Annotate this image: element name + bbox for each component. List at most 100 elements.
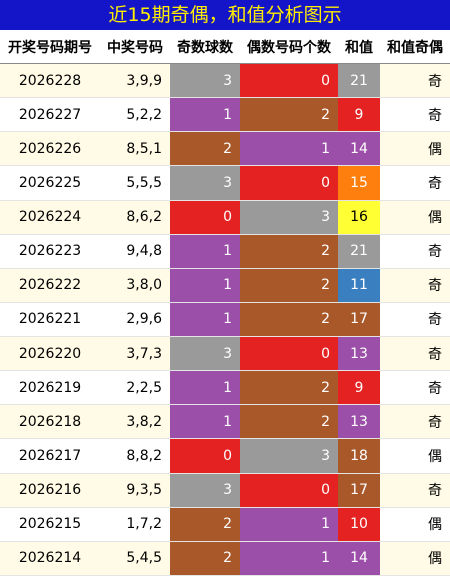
table-cell: 2026223 [18, 243, 82, 260]
table-cell: 1 [170, 234, 240, 268]
table-cell: 1 [170, 371, 240, 405]
table-cell: 2 [240, 302, 338, 336]
table-cell: 3,7,3 [126, 345, 162, 362]
table-cell: 2 [240, 405, 338, 439]
table-cell: 2026220 [18, 345, 82, 362]
table-cell: 奇 [428, 414, 442, 431]
table-cell: 3 [170, 473, 240, 507]
header-cell: 偶数号码个数 [247, 39, 331, 56]
table-cell: 18 [338, 439, 380, 473]
table-cell: 2 [170, 507, 240, 541]
table-cell: 17 [338, 473, 380, 507]
table-cell: 奇 [428, 483, 442, 500]
table-row: 2026214 5,4,5 2 1 14 偶 [0, 541, 450, 576]
table-cell: 0 [170, 200, 240, 234]
table-cell: 13 [338, 337, 380, 371]
table-cell: 3 [240, 439, 338, 473]
table-row: 2026223 9,4,8 1 2 21 奇 [0, 234, 450, 269]
table-cell: 2026216 [18, 482, 82, 499]
table-cell: 奇 [428, 175, 442, 192]
table-cell: 5,2,2 [126, 106, 162, 123]
table-cell: 17 [338, 302, 380, 336]
table-cell: 9,3,5 [126, 482, 162, 499]
table-cell: 1 [170, 405, 240, 439]
table-row: 2026215 1,7,2 2 1 10 偶 [0, 507, 450, 542]
table-cell: 2 [170, 541, 240, 575]
table-cell: 奇 [428, 312, 442, 329]
table-cell: 2 [240, 98, 338, 132]
table-row: 2026227 5,2,2 1 2 9 奇 [0, 98, 450, 133]
table-cell: 2026215 [18, 516, 82, 533]
table-cell: 9 [338, 371, 380, 405]
table-cell: 偶 [428, 551, 442, 568]
title: 近15期奇偶，和值分析图示 [0, 0, 450, 30]
header-cell: 开奖号码期号 [8, 39, 92, 56]
table-row: 2026220 3,7,3 3 0 13 奇 [0, 337, 450, 372]
table-row: 2026224 8,6,2 0 3 16 偶 [0, 200, 450, 235]
table-cell: 2026217 [18, 447, 82, 464]
table-cell: 2026226 [18, 140, 82, 157]
table-row: 2026228 3,9,9 3 0 21 奇 [0, 64, 450, 99]
table-cell: 21 [338, 64, 380, 98]
table-cell: 14 [338, 541, 380, 575]
table-cell: 2026225 [18, 174, 82, 191]
table-cell: 偶 [428, 141, 442, 158]
table-cell: 15 [338, 166, 380, 200]
table-cell: 10 [338, 507, 380, 541]
table-cell: 0 [240, 64, 338, 98]
table-cell: 1 [240, 541, 338, 575]
table-cell: 奇 [428, 278, 442, 295]
table-cell: 1 [170, 268, 240, 302]
table-cell: 8,6,2 [126, 209, 162, 226]
table-cell: 偶 [428, 517, 442, 534]
table-cell: 16 [338, 200, 380, 234]
table-cell: 0 [240, 473, 338, 507]
table-cell: 2,2,5 [126, 379, 162, 396]
table-cell: 0 [240, 337, 338, 371]
table-cell: 3 [170, 337, 240, 371]
table-cell: 5,5,5 [126, 174, 162, 191]
table-cell: 8,8,2 [126, 447, 162, 464]
table-cell: 3,9,9 [126, 72, 162, 89]
table-cell: 奇 [428, 244, 442, 261]
table-row: 2026226 8,5,1 2 1 14 偶 [0, 132, 450, 167]
table-cell: 1 [240, 507, 338, 541]
table-cell: 3 [170, 64, 240, 98]
table-cell: 5,4,5 [126, 550, 162, 567]
table-cell: 2026228 [18, 72, 82, 89]
table-cell: 21 [338, 234, 380, 268]
table-cell: 2 [240, 268, 338, 302]
table-cell: 2026219 [18, 379, 82, 396]
table-cell: 9,4,8 [126, 243, 162, 260]
table-cell: 9 [338, 98, 380, 132]
table-cell: 3 [170, 166, 240, 200]
table-cell: 2026222 [18, 277, 82, 294]
table-cell: 8,5,1 [126, 140, 162, 157]
table-cell: 3 [240, 200, 338, 234]
header-cell: 和值奇偶 [387, 39, 443, 56]
header-cell: 和值 [345, 39, 373, 56]
table-cell: 2026221 [18, 311, 82, 328]
table-cell: 2026214 [18, 550, 82, 567]
table-cell: 1 [170, 98, 240, 132]
table-cell: 1 [240, 132, 338, 166]
table-cell: 2026224 [18, 209, 82, 226]
table-cell: 偶 [428, 210, 442, 227]
table-cell: 偶 [428, 448, 442, 465]
table-cell: 奇 [428, 73, 442, 90]
table-cell: 2 [240, 371, 338, 405]
table-cell: 2,9,6 [126, 311, 162, 328]
table-row: 2026222 3,8,0 1 2 11 奇 [0, 268, 450, 303]
table-cell: 奇 [428, 380, 442, 397]
table-row: 2026219 2,2,5 1 2 9 奇 [0, 371, 450, 406]
table-cell: 0 [170, 439, 240, 473]
table-cell: 14 [338, 132, 380, 166]
table-cell: 1 [170, 302, 240, 336]
table-row: 2026217 8,8,2 0 3 18 偶 [0, 439, 450, 474]
table-cell: 2026218 [18, 413, 82, 430]
header-row: 开奖号码期号 中奖号码 奇数球数 偶数号码个数 和值 和值奇偶 [0, 30, 450, 64]
table-cell: 3,8,0 [126, 277, 162, 294]
table-cell: 2026227 [18, 106, 82, 123]
header-cell: 奇数球数 [177, 39, 233, 56]
